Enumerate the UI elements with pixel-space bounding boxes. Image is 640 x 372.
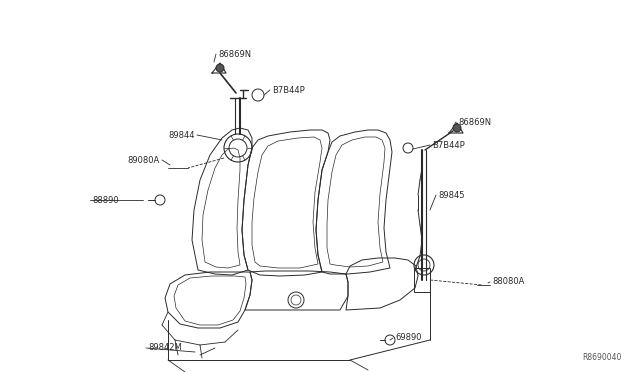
Text: B7B44P: B7B44P xyxy=(432,141,465,150)
Text: 86869N: 86869N xyxy=(218,49,251,58)
Text: 89842M: 89842M xyxy=(148,343,182,353)
Text: 86869N: 86869N xyxy=(458,118,491,126)
Text: B7B44P: B7B44P xyxy=(272,86,305,94)
Text: 89080A: 89080A xyxy=(128,155,160,164)
Text: 88080A: 88080A xyxy=(492,278,524,286)
Text: R8690040: R8690040 xyxy=(582,353,622,362)
Circle shape xyxy=(216,64,224,72)
Text: 88890: 88890 xyxy=(92,196,118,205)
Text: 89844: 89844 xyxy=(168,131,195,140)
Text: 69890: 69890 xyxy=(395,334,422,343)
Circle shape xyxy=(453,124,461,132)
Text: 89845: 89845 xyxy=(438,190,465,199)
